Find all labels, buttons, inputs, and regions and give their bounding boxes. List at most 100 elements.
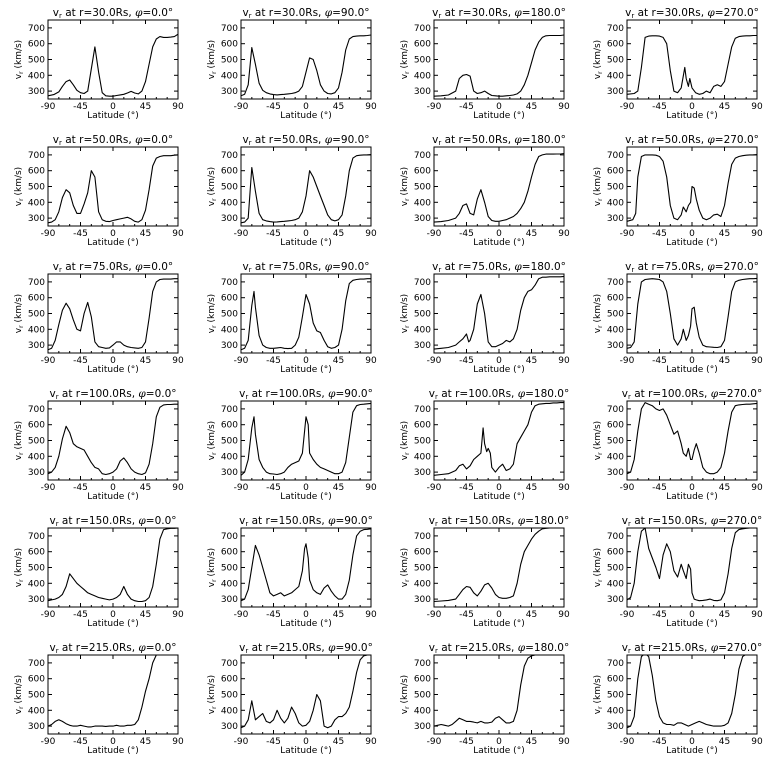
y-tick-label: 500 xyxy=(414,56,431,66)
chart-panel-10: vr at r=75.0Rs, φ=90.0° -90 -45 0 45 90 300 400… xyxy=(207,261,377,375)
x-tick-label: -45 xyxy=(459,610,474,620)
series-line xyxy=(627,402,757,475)
y-tick-label: 400 xyxy=(607,198,624,208)
chart-title: vr at r=30.0Rs, φ=0.0° xyxy=(53,7,173,20)
x-tick-label: 0 xyxy=(496,102,502,112)
x-tick-label: -45 xyxy=(266,102,281,112)
chart-panel-7: vr at r=50.0Rs, φ=180.0° -90 -45 0 45 90 300 40… xyxy=(400,134,570,248)
y-tick-label: 300 xyxy=(221,468,238,478)
y-axis-label: vr (km/s) xyxy=(593,675,604,714)
plot-frame xyxy=(626,527,758,608)
x-tick-label: 0 xyxy=(110,356,116,366)
x-tick-label: -90 xyxy=(620,610,635,620)
y-tick-label: 400 xyxy=(414,325,431,335)
chart-title: vr at r=100.0Rs, φ=90.0° xyxy=(239,388,373,401)
x-tick-label: 45 xyxy=(719,356,730,366)
series-line xyxy=(48,403,178,476)
y-axis-label: vr (km/s) xyxy=(400,294,411,333)
x-tick-label: 45 xyxy=(140,610,151,620)
y-axis-label: vr (km/s) xyxy=(593,167,604,206)
x-tick-label: -90 xyxy=(234,102,249,112)
x-tick-label: 90 xyxy=(558,102,570,112)
x-tick-label: 0 xyxy=(496,737,502,747)
x-axis-label: Latitude (°) xyxy=(280,111,331,121)
chart-panel-12: vr at r=75.0Rs, φ=270.0° -90 -45 0 45 90 300 40… xyxy=(593,261,763,375)
y-tick-label: 300 xyxy=(28,468,45,478)
plot-frame xyxy=(47,654,179,735)
chart-panel-24: vr at r=215.0Rs, φ=270.0° -90 -45 0 45 90 300 4… xyxy=(593,642,763,756)
y-tick-label: 700 xyxy=(607,24,624,34)
x-axis-label: Latitude (°) xyxy=(473,238,524,248)
x-tick-label: 45 xyxy=(333,737,344,747)
y-tick-label: 700 xyxy=(28,278,45,288)
x-axis-label: Latitude (°) xyxy=(280,619,331,629)
chart-panel-22: vr at r=215.0Rs, φ=90.0° -90 -45 0 45 90 300 40… xyxy=(207,642,377,756)
x-axis-label: Latitude (°) xyxy=(280,238,331,248)
x-tick-label: 45 xyxy=(140,356,151,366)
chart-title: vr at r=50.0Rs, φ=0.0° xyxy=(53,134,173,147)
series-line xyxy=(241,655,371,729)
x-tick-label: 45 xyxy=(719,610,730,620)
y-tick-label: 300 xyxy=(28,87,45,97)
y-tick-label: 400 xyxy=(414,71,431,81)
x-tick-label: -45 xyxy=(652,229,667,239)
series-line xyxy=(627,154,757,222)
series-line xyxy=(434,34,564,97)
y-tick-label: 600 xyxy=(28,675,45,685)
y-axis-label: vr (km/s) xyxy=(207,167,218,206)
y-tick-label: 300 xyxy=(607,722,624,732)
y-axis-label: vr (km/s) xyxy=(14,548,25,587)
x-tick-label: -90 xyxy=(41,356,56,366)
y-tick-label: 600 xyxy=(414,167,431,177)
x-tick-label: 45 xyxy=(719,737,730,747)
y-tick-label: 300 xyxy=(221,214,238,224)
series-line xyxy=(48,154,178,224)
x-axis-label: Latitude (°) xyxy=(87,365,138,375)
chart-panel-15: vr at r=100.0Rs, φ=180.0° -90 -45 0 45 90 300 4… xyxy=(400,388,570,502)
x-tick-label: 90 xyxy=(751,737,763,747)
y-tick-label: 600 xyxy=(28,40,45,50)
series-line xyxy=(627,528,757,602)
y-tick-label: 300 xyxy=(607,341,624,351)
x-tick-label: 0 xyxy=(303,102,309,112)
x-axis-label: Latitude (°) xyxy=(87,111,138,121)
x-tick-label: 45 xyxy=(526,483,537,493)
y-tick-label: 700 xyxy=(414,659,431,669)
x-tick-label: -90 xyxy=(427,737,442,747)
y-tick-label: 600 xyxy=(221,675,238,685)
x-tick-label: -90 xyxy=(41,229,56,239)
chart-title: vr at r=150.0Rs, φ=270.0° xyxy=(622,515,762,528)
y-tick-label: 300 xyxy=(607,214,624,224)
y-axis-label: vr (km/s) xyxy=(14,40,25,79)
x-tick-label: 90 xyxy=(558,610,570,620)
y-tick-label: 600 xyxy=(414,294,431,304)
y-tick-label: 500 xyxy=(414,437,431,447)
y-tick-label: 300 xyxy=(221,341,238,351)
x-tick-label: 0 xyxy=(110,483,116,493)
y-tick-label: 400 xyxy=(28,198,45,208)
x-tick-label: 0 xyxy=(110,737,116,747)
x-tick-label: -90 xyxy=(427,229,442,239)
x-tick-label: -90 xyxy=(41,102,56,112)
y-tick-label: 300 xyxy=(414,722,431,732)
x-axis-label: Latitude (°) xyxy=(666,746,717,756)
x-axis-label: Latitude (°) xyxy=(666,111,717,121)
x-tick-label: 45 xyxy=(140,229,151,239)
chart-title: vr at r=50.0Rs, φ=180.0° xyxy=(432,134,566,147)
y-tick-label: 500 xyxy=(607,56,624,66)
x-tick-label: -45 xyxy=(652,356,667,366)
chart-title: vr at r=30.0Rs, φ=270.0° xyxy=(625,7,759,20)
x-axis-label: Latitude (°) xyxy=(473,746,524,756)
chart-title: vr at r=150.0Rs, φ=0.0° xyxy=(49,515,176,528)
y-tick-label: 300 xyxy=(28,341,45,351)
x-tick-label: 90 xyxy=(172,610,184,620)
y-tick-label: 400 xyxy=(221,325,238,335)
x-tick-label: 45 xyxy=(526,356,537,366)
x-tick-label: 45 xyxy=(333,356,344,366)
x-tick-label: 90 xyxy=(558,356,570,366)
x-tick-label: -45 xyxy=(652,102,667,112)
y-tick-label: 500 xyxy=(607,437,624,447)
y-tick-label: 300 xyxy=(28,214,45,224)
x-tick-label: -90 xyxy=(234,610,249,620)
y-tick-label: 500 xyxy=(221,56,238,66)
